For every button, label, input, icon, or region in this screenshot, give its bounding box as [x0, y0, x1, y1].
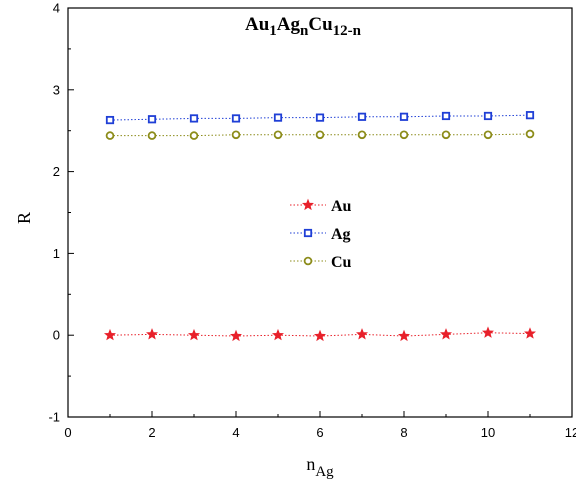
x-axis-label: nAg	[306, 454, 334, 480]
data-point-au	[187, 328, 201, 341]
data-point-au	[481, 326, 495, 338]
x-tick-label: 12	[565, 425, 576, 440]
data-point-cu	[315, 130, 325, 140]
data-point-cu	[483, 130, 493, 140]
x-axis-label-base: n	[306, 454, 315, 474]
data-point-cu	[189, 131, 199, 140]
data-point-cu	[147, 131, 157, 140]
x-tick-label: 6	[316, 425, 323, 440]
chart-title-part: Cu	[308, 14, 333, 35]
data-point-au	[313, 329, 327, 342]
data-point-ag	[315, 113, 325, 122]
data-point-cu	[525, 129, 535, 139]
x-tick-label: 10	[481, 425, 495, 440]
y-tick-label: 1	[53, 246, 60, 261]
chart-title-part: Au	[245, 14, 270, 35]
data-point-cu	[399, 130, 409, 140]
legend-marker-ag	[303, 228, 313, 238]
x-axis-label-subscript: Ag	[315, 464, 334, 480]
y-axis-label: R	[14, 212, 34, 224]
chart-title-part: Ag	[277, 14, 301, 35]
data-point-au	[145, 328, 159, 340]
legend-label-au: Au	[331, 198, 352, 215]
data-point-au	[229, 329, 243, 342]
data-point-ag	[231, 114, 241, 123]
chart-title-subscript: n	[300, 23, 309, 39]
data-point-cu	[105, 131, 115, 140]
data-point-au	[523, 327, 537, 339]
y-tick-label: 2	[53, 164, 60, 179]
data-point-cu	[273, 130, 283, 140]
legend-label-ag: Ag	[331, 226, 351, 243]
legend-marker-cu	[303, 256, 313, 266]
x-tick-label: 0	[64, 425, 71, 440]
data-point-au	[355, 328, 369, 340]
data-point-ag	[357, 112, 367, 121]
data-point-cu	[357, 130, 367, 140]
chart-title-subscript: 1	[269, 23, 277, 39]
data-point-ag	[441, 111, 451, 121]
data-point-ag	[147, 115, 157, 124]
y-tick-label: 4	[53, 1, 60, 16]
legend-label-cu: Cu	[331, 254, 352, 271]
x-tick-label: 8	[400, 425, 407, 440]
data-point-ag	[273, 113, 283, 122]
chart-title: Au1AgnCu12-n	[245, 14, 362, 39]
data-point-au	[103, 328, 117, 341]
data-point-au	[439, 328, 453, 340]
y-tick-label: 3	[53, 82, 60, 97]
data-point-ag	[105, 115, 115, 125]
y-tick-label: -1	[48, 410, 60, 425]
data-point-au	[271, 328, 285, 341]
data-point-ag	[189, 114, 199, 123]
data-point-ag	[483, 111, 493, 121]
chart-title-subscript: 12-n	[333, 23, 362, 39]
y-tick-label: 0	[53, 328, 60, 343]
data-point-ag	[399, 112, 409, 121]
data-point-cu	[231, 130, 241, 140]
x-tick-label: 2	[148, 425, 155, 440]
data-point-au	[397, 329, 411, 342]
data-point-ag	[525, 111, 535, 120]
data-point-cu	[441, 130, 451, 140]
x-tick-label: 4	[232, 425, 239, 440]
legend-marker-au	[301, 198, 315, 211]
